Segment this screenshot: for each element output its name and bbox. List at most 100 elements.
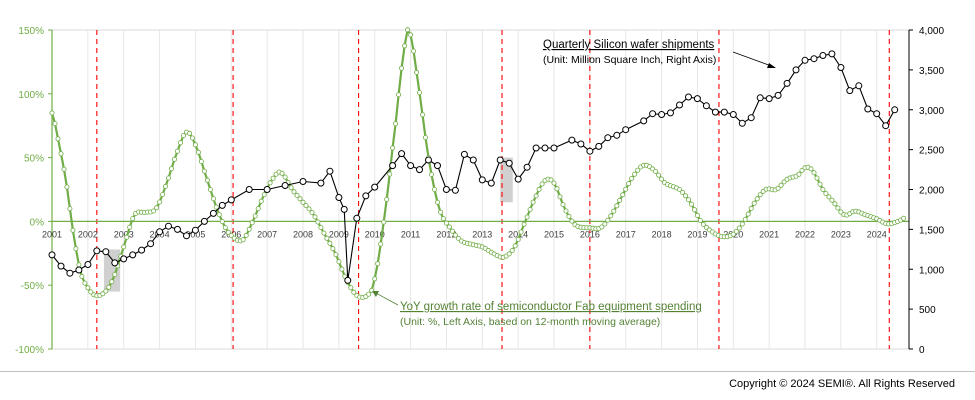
fab-series-point	[180, 133, 186, 139]
fab-series-point	[330, 246, 336, 252]
fab-series-point	[321, 230, 327, 236]
fab-series-point	[554, 186, 560, 192]
wafer-series-point	[541, 144, 549, 152]
fab-series-point	[162, 183, 168, 189]
wafer-series-point	[577, 140, 585, 148]
fab-series-point	[168, 166, 174, 172]
wafer-series-point	[362, 192, 370, 200]
left-tick-label: -50%	[21, 281, 44, 292]
right-tick-label: 2,500	[919, 146, 944, 157]
wafer-series-point	[837, 64, 845, 71]
fab-series-point	[745, 211, 751, 217]
right-tick-label: 2,000	[919, 186, 944, 197]
fab-series-point	[446, 224, 452, 230]
wafer-series-point	[891, 106, 899, 114]
annotations: Quarterly Silicon wafer shipments (Unit:…	[372, 39, 776, 328]
wafer-series-point	[245, 186, 253, 193]
wafer-series-point	[200, 217, 208, 225]
wafer-series-point	[855, 82, 863, 90]
fab-series-point	[291, 189, 297, 195]
wafer-series-point	[451, 186, 459, 194]
wafer-series-point	[819, 52, 827, 59]
wafer-series-point	[765, 95, 773, 103]
fab-series-point	[823, 190, 829, 196]
wafer-series-point	[864, 105, 872, 113]
fab-series-point	[258, 198, 264, 204]
fab-series-point	[659, 176, 665, 182]
right-tick-label: 0	[919, 345, 925, 356]
x-tick-label-2016: 2016	[580, 229, 600, 239]
fab-series-point	[820, 186, 826, 192]
fab-series-point	[246, 226, 252, 232]
wafer-series-point	[523, 163, 531, 171]
fab-series-point	[225, 229, 231, 235]
fab-series-point	[697, 217, 703, 223]
chart-svg: -100% -50% 0% 50% 100% 150% 0 500 1,000 1,500 2,0…	[15, 26, 944, 356]
fab-series-point	[629, 175, 635, 181]
wafer-series-point	[882, 122, 890, 130]
fab-series-point	[216, 212, 222, 218]
fab-series-point	[73, 246, 79, 252]
fab-series-point	[375, 261, 381, 267]
fab-series-point	[683, 193, 689, 199]
fab-series-point	[775, 185, 781, 191]
x-tick-label-2015: 2015	[544, 229, 564, 239]
wafer-series-point	[595, 142, 603, 150]
wafer-series-point	[496, 156, 504, 164]
wafer-label-leader-line	[732, 51, 775, 68]
fab-series-point	[829, 197, 835, 203]
fab-series-point	[387, 171, 393, 177]
fab-series-point	[539, 181, 545, 187]
x-tick-label-2019: 2019	[687, 229, 707, 239]
wafer-series-line	[51, 53, 896, 281]
wafer-series-point	[846, 87, 854, 95]
wafer-series-point	[711, 108, 719, 116]
x-tick-label-2009: 2009	[329, 229, 349, 239]
x-tick-label-2007: 2007	[257, 229, 277, 239]
fab-series-point	[315, 219, 321, 225]
fab-series-point	[686, 197, 692, 203]
x-tick-label-2011: 2011	[401, 229, 420, 239]
fab-series-point	[635, 167, 641, 173]
fab-series-point	[611, 208, 617, 214]
fab-series-point	[282, 174, 288, 180]
x-tick-label-2023: 2023	[831, 229, 851, 239]
fab-series-point	[623, 186, 629, 192]
wafer-series-point	[550, 144, 558, 152]
x-tick-label-2002: 2002	[78, 229, 98, 239]
fab-series-point	[130, 216, 136, 222]
fab-series-point	[431, 186, 437, 192]
wafer-series-point	[693, 95, 701, 103]
fab-series-point	[252, 213, 258, 219]
fab-series-point	[817, 181, 823, 187]
fab-series-point	[808, 166, 814, 172]
wafer-series-point	[613, 131, 621, 139]
x-tick-label-2018: 2018	[652, 229, 672, 239]
fab-series-point	[796, 171, 802, 177]
fab-series-point	[632, 171, 638, 177]
fab-series-point	[605, 217, 611, 223]
fab-series-point	[506, 251, 512, 257]
right-tick-label: 4,000	[919, 26, 944, 37]
fab-series-point	[835, 205, 841, 211]
fab-series-point	[222, 225, 228, 231]
fab-series-point	[437, 209, 443, 215]
fab-series-point	[384, 196, 390, 202]
fab-series-label-unit: (Unit: %, Left Axis, based on 12-month m…	[400, 316, 660, 328]
fab-series-point	[757, 192, 763, 198]
fab-series-point	[210, 196, 216, 202]
fab-series-point	[204, 177, 210, 183]
wafer-series-point	[129, 251, 137, 259]
fab-series-point	[754, 196, 760, 202]
fab-series-point	[799, 167, 805, 173]
wafer-series-point	[505, 159, 513, 167]
fab-series-point	[121, 244, 127, 250]
wafer-series-point	[720, 108, 728, 116]
fab-series-point	[157, 199, 163, 205]
wafer-series-point	[174, 225, 181, 233]
fab-series-point	[560, 202, 566, 208]
fab-series-point	[88, 289, 94, 295]
fab-series-point	[79, 273, 85, 279]
fab-series-point	[617, 197, 623, 203]
fab-series-point	[680, 189, 686, 195]
